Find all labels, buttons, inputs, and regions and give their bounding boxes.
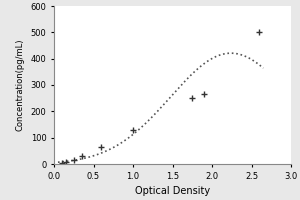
Y-axis label: Concentration(pg/mL): Concentration(pg/mL) (16, 39, 25, 131)
X-axis label: Optical Density: Optical Density (135, 186, 210, 196)
